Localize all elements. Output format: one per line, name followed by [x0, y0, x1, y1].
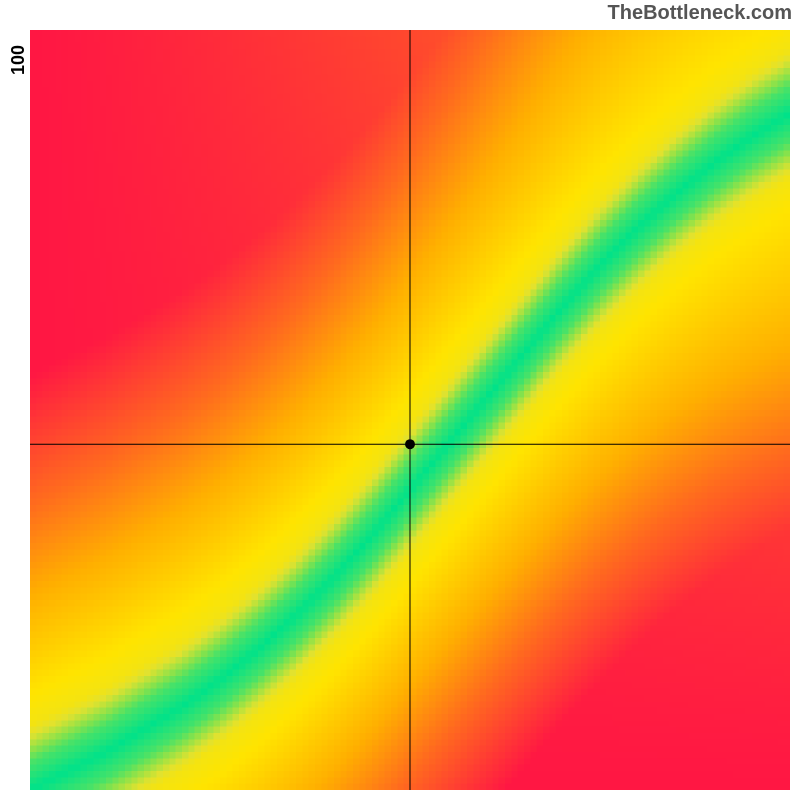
watermark-text: TheBottleneck.com	[608, 2, 792, 25]
bottleneck-heatmap	[30, 30, 790, 790]
y-tick-label: 100	[8, 45, 29, 75]
chart-container: TheBottleneck.com 100	[0, 0, 800, 800]
